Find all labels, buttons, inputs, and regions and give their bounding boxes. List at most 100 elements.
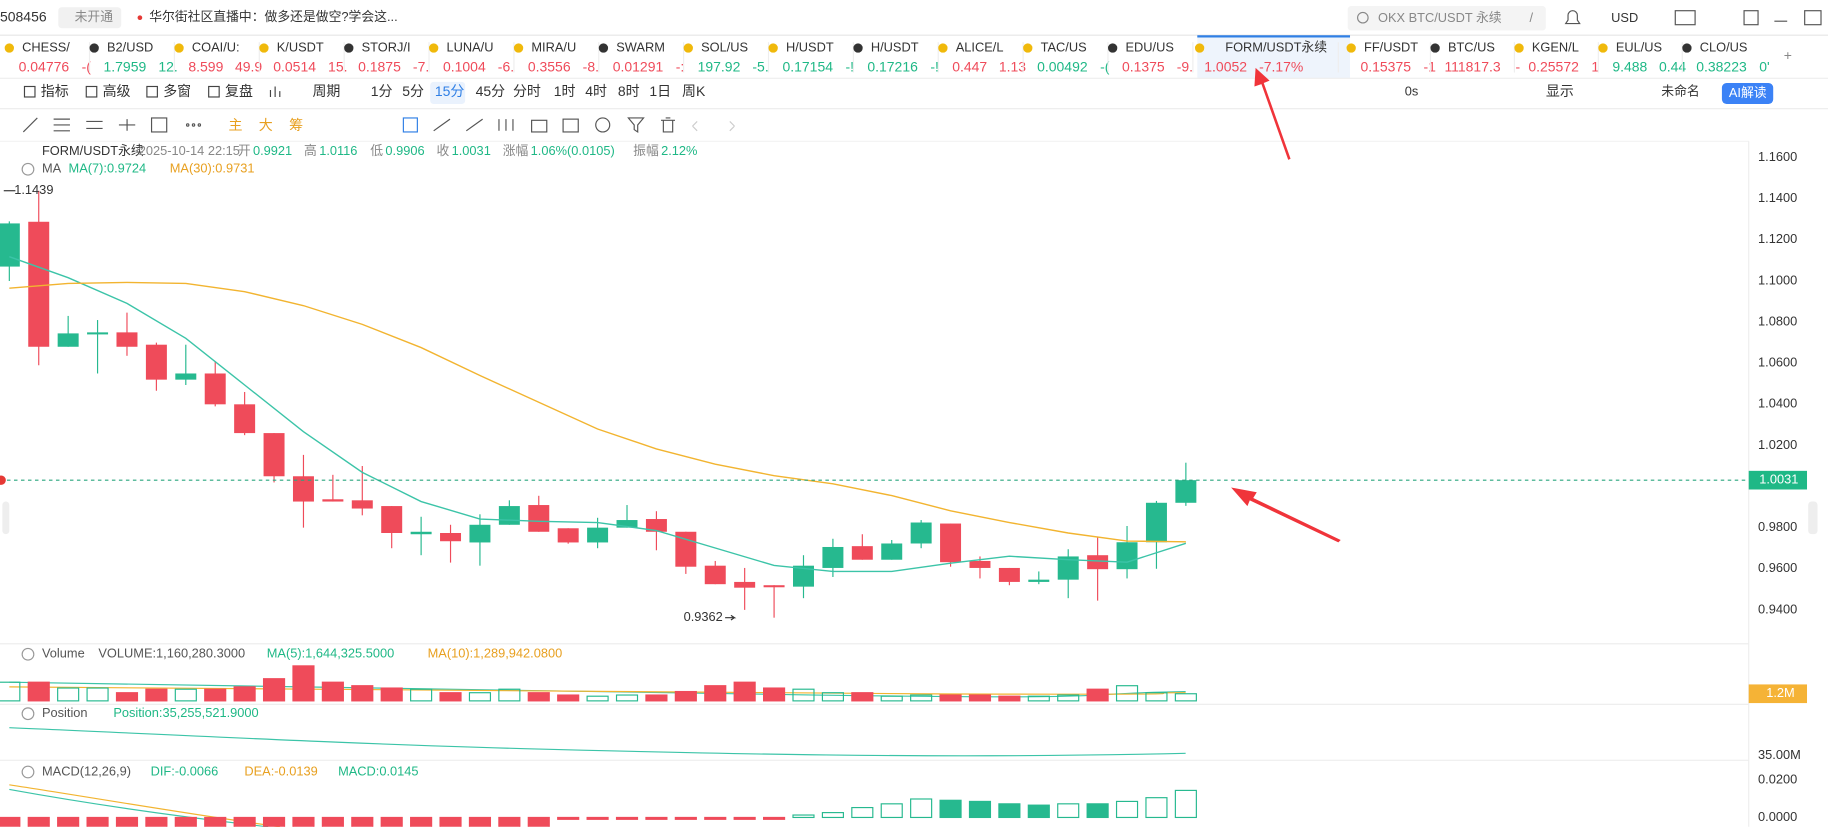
tool-more[interactable] xyxy=(185,123,190,127)
tool-big[interactable]: 大 xyxy=(259,117,273,133)
tool-icon xyxy=(85,85,98,98)
tool-parallel[interactable] xyxy=(86,120,103,130)
search-box[interactable] xyxy=(1347,6,1546,31)
ticker-name[interactable]: STORJ/I xyxy=(362,39,411,54)
tool-channel[interactable] xyxy=(53,118,70,132)
ticker-name[interactable]: SWARM xyxy=(616,39,665,54)
account: 508456 xyxy=(0,8,47,24)
tool[interactable]: 多窗 xyxy=(163,83,191,99)
interval[interactable]: 1时 xyxy=(554,83,576,99)
y-tick-label: 1.0200 xyxy=(1758,437,1797,452)
tool[interactable]: 复盘 xyxy=(225,83,253,99)
tool-select[interactable] xyxy=(402,117,418,133)
mail-icon[interactable] xyxy=(1674,10,1696,26)
ticker-name[interactable]: CHESS/ xyxy=(22,39,70,54)
interval[interactable]: 周K xyxy=(682,83,706,99)
interval[interactable]: 5分 xyxy=(402,83,424,99)
chart-type-icon[interactable] xyxy=(269,86,281,97)
legend-value: 0.9921 xyxy=(253,143,292,158)
active-tab[interactable] xyxy=(1197,36,1351,79)
macd-bar xyxy=(792,814,815,819)
ticker-name[interactable]: K/USDT xyxy=(277,39,324,54)
ticker-price: 111817.3 xyxy=(1444,59,1500,75)
tool-main[interactable]: 主 xyxy=(229,117,243,133)
macd-bar xyxy=(998,803,1021,819)
maximize-icon[interactable] xyxy=(1804,10,1822,26)
window-icon[interactable] xyxy=(1743,10,1759,26)
ticker-icon xyxy=(1430,43,1440,53)
indicator-vol-ma5: MA(5):1,644,325.5000 xyxy=(267,646,395,661)
ticker-name[interactable]: TAC/US xyxy=(1041,39,1087,54)
tool[interactable]: 指标 xyxy=(41,83,69,99)
ticker-price: 0.00492 xyxy=(1037,59,1088,75)
candle-body xyxy=(1087,555,1109,570)
indicator-position-value: Position:35,255,521.9000 xyxy=(113,705,258,720)
ticker-change: -( xyxy=(1100,59,1110,75)
interval[interactable]: 1日 xyxy=(649,83,671,99)
ai-button[interactable] xyxy=(1721,82,1774,104)
ticker-icon xyxy=(1598,43,1608,53)
scroll-handle[interactable] xyxy=(2,501,10,535)
undo[interactable] xyxy=(692,121,698,132)
collapse-icon[interactable] xyxy=(21,162,35,176)
collapse-icon[interactable] xyxy=(21,707,35,721)
layout-name[interactable]: 未命名 xyxy=(1661,84,1699,99)
tool-magnet[interactable] xyxy=(595,117,611,133)
ticker-name[interactable]: KGEN/L xyxy=(1532,39,1579,54)
position-axis-label: 35.00M xyxy=(1758,747,1801,762)
tool-chip[interactable]: 筹 xyxy=(289,117,303,133)
macd-bar xyxy=(0,816,21,827)
interval[interactable]: 15分 xyxy=(435,83,465,99)
ticker-name[interactable]: COAI/U: xyxy=(192,39,240,54)
ticker-name[interactable]: BTC/US xyxy=(1448,39,1495,54)
tool-filter[interactable] xyxy=(627,117,645,134)
tool[interactable]: 高级 xyxy=(103,83,131,99)
tool-line[interactable] xyxy=(22,117,38,133)
ticker-name[interactable]: SOL/US xyxy=(701,39,748,54)
tool-lock[interactable] xyxy=(531,119,548,133)
currency[interactable]: USD xyxy=(1611,10,1638,25)
ticker-name[interactable]: H/USDT xyxy=(871,39,919,54)
collapse-icon[interactable] xyxy=(21,647,35,661)
tool-rect[interactable] xyxy=(150,117,168,133)
ticker-name[interactable]: EUL/US xyxy=(1616,39,1662,54)
redo[interactable] xyxy=(729,121,735,132)
status-badge[interactable] xyxy=(58,7,122,29)
interval[interactable]: 8时 xyxy=(618,83,640,99)
candle-body xyxy=(175,373,197,380)
interval[interactable]: 45分 xyxy=(476,83,506,99)
bell-icon[interactable] xyxy=(1564,10,1581,25)
ticker-name[interactable]: H/USDT xyxy=(786,39,834,54)
macd-bar xyxy=(262,816,286,827)
volume-bar xyxy=(821,692,844,702)
news[interactable]: 华尔街社区直播中：做多还是做空?学会这... xyxy=(149,9,397,24)
collapse-icon[interactable] xyxy=(21,765,35,779)
ticker-name[interactable]: MIRA/U xyxy=(531,39,576,54)
candle-body xyxy=(763,585,785,588)
ticker-change: 0' xyxy=(1759,59,1769,75)
ticker-name[interactable]: EDU/US xyxy=(1125,39,1173,54)
ticker-name[interactable]: CLO/US xyxy=(1700,39,1748,54)
tool-note[interactable] xyxy=(562,118,579,133)
tool-delete[interactable] xyxy=(661,117,676,133)
display[interactable]: 显示 xyxy=(1546,83,1574,99)
ticker-icon xyxy=(1346,43,1356,53)
ticker-name[interactable]: LUNA/U xyxy=(447,39,494,54)
ticker-name[interactable]: FF/USDT xyxy=(1364,39,1418,54)
ticker-name[interactable]: B2/USD xyxy=(107,39,153,54)
period[interactable]: 周期 xyxy=(312,83,340,99)
interval[interactable]: 分时 xyxy=(513,83,541,99)
y-tick-label: 1.1200 xyxy=(1758,231,1797,246)
tool-measure[interactable] xyxy=(433,118,514,132)
ticker-name[interactable]: ALICE/L xyxy=(956,39,1004,54)
tool-hline[interactable] xyxy=(118,119,136,131)
scroll-handle[interactable] xyxy=(1808,501,1818,535)
macd-bar xyxy=(968,800,992,819)
interval[interactable]: 4时 xyxy=(585,83,607,99)
ma-line xyxy=(9,281,1186,543)
add-tab[interactable]: + xyxy=(1784,47,1792,63)
ticker-name[interactable]: FORM/USDT永续 xyxy=(1225,39,1327,54)
volume-bar xyxy=(321,681,344,702)
interval[interactable]: 1分 xyxy=(371,83,393,99)
